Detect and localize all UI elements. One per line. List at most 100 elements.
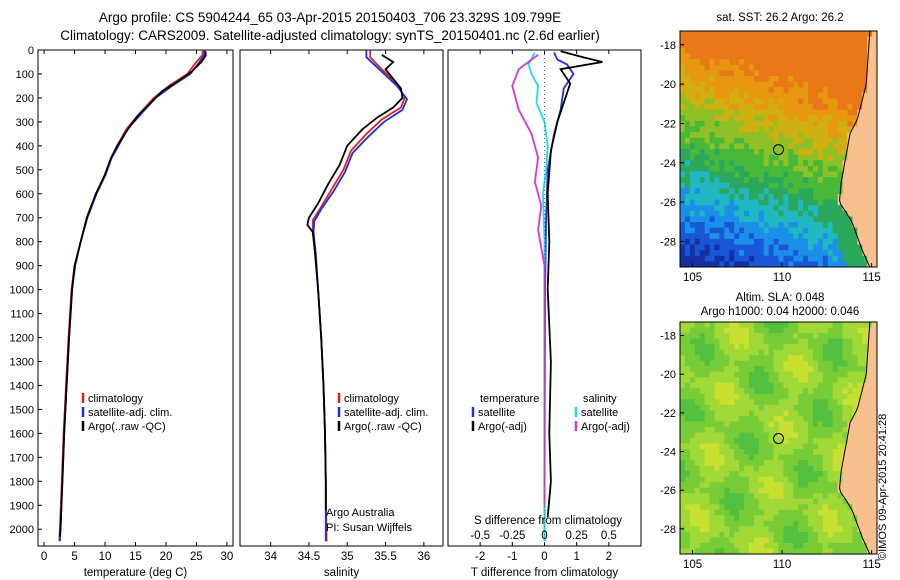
- heatmap-cell: [724, 360, 730, 367]
- heatmap-cell: [798, 53, 804, 60]
- heatmap-cell: [729, 454, 735, 461]
- heatmap-cell: [729, 250, 735, 257]
- heatmap-cell: [729, 177, 735, 184]
- heatmap-cell: [827, 193, 834, 200]
- heatmap-cell: [758, 471, 765, 478]
- heatmap-cell: [817, 382, 824, 389]
- heatmap-cell: [812, 165, 819, 172]
- heatmap-cell: [788, 487, 794, 494]
- heatmap-cell: [793, 87, 799, 94]
- heatmap-cell: [827, 177, 834, 184]
- heatmap-cell: [744, 415, 750, 422]
- heatmap-cell: [763, 154, 770, 161]
- heatmap-cell: [709, 322, 715, 328]
- heatmap-cell: [857, 216, 863, 223]
- heatmap-cell: [744, 498, 750, 505]
- heatmap-cell: [714, 421, 720, 428]
- heatmap-cell: [837, 81, 843, 88]
- heatmap-cell: [812, 126, 819, 133]
- heatmap-cell: [793, 193, 799, 200]
- heatmap-cell: [709, 493, 715, 500]
- heatmap-cell: [714, 250, 720, 257]
- heatmap-cell: [724, 210, 730, 217]
- heatmap-cell: [739, 216, 745, 223]
- heatmap-cell: [758, 333, 765, 339]
- heatmap-cell: [753, 349, 760, 356]
- heatmap-cell: [739, 132, 745, 139]
- heatmap-cell: [699, 143, 706, 150]
- heatmap-cell: [788, 471, 794, 478]
- heatmap-cell: [842, 182, 848, 189]
- heatmap-cell: [783, 132, 789, 139]
- heatmap-cell: [783, 222, 789, 229]
- x-tick-label: 34.5: [298, 551, 320, 563]
- heatmap-cell: [753, 143, 760, 150]
- heatmap-cell: [832, 432, 838, 439]
- heatmap-cell: [714, 227, 720, 234]
- heatmap-cell: [837, 210, 843, 217]
- heatmap-cell: [729, 126, 735, 133]
- heatmap-cell: [748, 227, 755, 234]
- heatmap-cell: [773, 177, 779, 184]
- heatmap-cell: [837, 244, 843, 251]
- heatmap-cell: [694, 222, 701, 229]
- heatmap-cell: [684, 526, 691, 533]
- heatmap-cell: [768, 227, 774, 234]
- heatmap-cell: [793, 515, 799, 522]
- heatmap-cell: [827, 238, 834, 245]
- heatmap-cell: [867, 238, 873, 245]
- heatmap-cell: [734, 526, 740, 533]
- heatmap-cell: [753, 222, 760, 229]
- heatmap-cell: [699, 47, 706, 54]
- heatmap-cell: [872, 31, 878, 38]
- heatmap-cell: [842, 377, 848, 384]
- heatmap-cell: [724, 92, 730, 99]
- heatmap-cell: [857, 109, 863, 116]
- heatmap-cell: [744, 227, 750, 234]
- heatmap-cell: [817, 360, 824, 367]
- heatmap-cell: [739, 493, 745, 500]
- heatmap-cell: [724, 137, 730, 144]
- heatmap-cell: [808, 42, 814, 49]
- heatmap-cell: [758, 188, 765, 195]
- heatmap-cell: [689, 366, 696, 373]
- heatmap-cell: [847, 31, 853, 38]
- heatmap-cells: [680, 31, 878, 268]
- heatmap-cell: [699, 261, 706, 268]
- heatmap-cell: [812, 349, 819, 356]
- heatmap-cell: [704, 75, 710, 82]
- heatmap-cell: [768, 509, 774, 516]
- heatmap-cell: [729, 393, 735, 400]
- heatmap-cell: [709, 255, 715, 262]
- heatmap-cell: [798, 371, 804, 378]
- heatmap-cell: [719, 454, 725, 461]
- heatmap-cell: [694, 210, 701, 217]
- heatmap-cell: [689, 355, 696, 362]
- heatmap-cell: [872, 322, 878, 328]
- heatmap-cell: [763, 182, 770, 189]
- heatmap-cell: [862, 104, 868, 111]
- heatmap-cell: [867, 120, 873, 127]
- heatmap-cell: [699, 149, 706, 156]
- heatmap-cell: [753, 487, 760, 494]
- heatmap-cell: [753, 421, 760, 428]
- heatmap-cell: [689, 493, 696, 500]
- heatmap-cell: [798, 182, 804, 189]
- heatmap-cell: [808, 177, 814, 184]
- heatmap-cell: [872, 98, 878, 105]
- heatmap-cell: [694, 377, 701, 384]
- heatmap-cell: [788, 465, 794, 472]
- heatmap-cell: [758, 537, 765, 544]
- heatmap-cell: [709, 415, 715, 422]
- heatmap-cell: [748, 404, 755, 411]
- heatmap-cell: [719, 109, 725, 116]
- heatmap-cell: [748, 115, 755, 122]
- heatmap-cell: [704, 377, 710, 384]
- heatmap-cell: [808, 349, 814, 356]
- heatmap-cell: [827, 154, 834, 161]
- heatmap-cell: [773, 465, 779, 472]
- heatmap-cell: [832, 75, 838, 82]
- heatmap-cell: [798, 415, 804, 422]
- heatmap-cell: [680, 75, 686, 82]
- heatmap-cell: [867, 498, 873, 505]
